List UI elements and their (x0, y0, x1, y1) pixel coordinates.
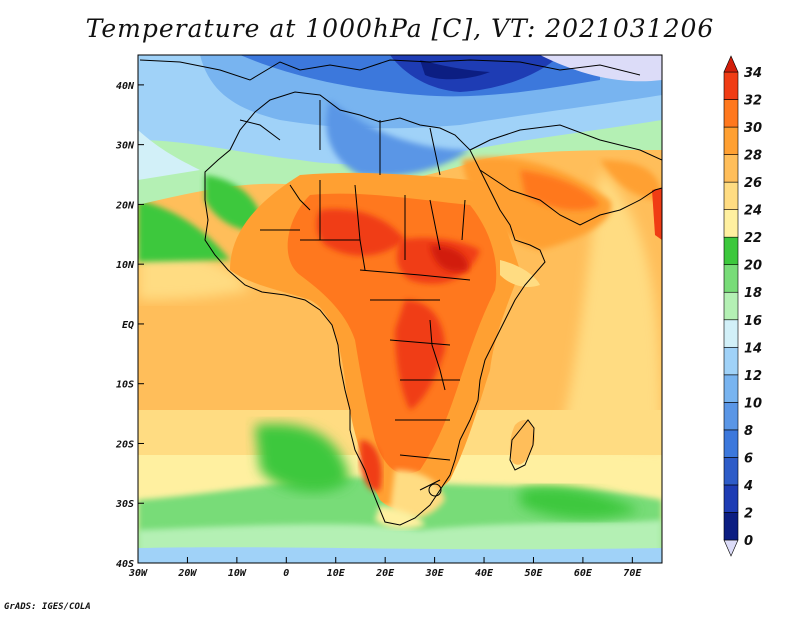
temperature-field (138, 55, 662, 563)
colorbar-label: 10 (744, 396, 762, 411)
y-axis-ticks: 40N 30N 20N 10N EQ 10S 20S 30S 40S (115, 81, 144, 570)
colorbar-label: 30 (744, 121, 762, 136)
colorbar-swatch (723, 181, 739, 210)
y-tick-label: 40N (116, 81, 135, 92)
colorbar-swatch (723, 429, 739, 458)
colorbar-swatch (723, 236, 739, 266)
map-frame (137, 54, 663, 564)
y-tick-label: 10S (116, 380, 134, 391)
x-tick-label: 60E (574, 568, 593, 579)
coastlines (139, 59, 662, 526)
x-tick-label: 30E (425, 568, 445, 579)
colorbar-swatch (723, 346, 739, 376)
colorbar-label: 28 (744, 149, 762, 164)
x-tick-label: 30W (128, 568, 148, 579)
x-tick-label: 20E (375, 568, 395, 579)
y-tick-label: 20N (115, 200, 135, 211)
y-tick-label: EQ (122, 320, 134, 331)
colorbar-swatch (723, 539, 739, 557)
map-title: Temperature at 1000hPa [C], VT: 20210312… (85, 14, 715, 43)
colorbar-swatch (723, 402, 739, 431)
y-tick-label: 30S (115, 499, 134, 510)
colorbar-swatch (723, 154, 739, 183)
colorbar-swatch (723, 291, 739, 321)
x-axis-ticks: 30W 20W 10W 0 10E 20E 30E 40E 50E 60E 70E (128, 557, 642, 579)
colorbar-label: 2 (744, 506, 753, 521)
colorbar-label: 34 (744, 66, 762, 81)
colorbar-label: 16 (744, 314, 762, 329)
y-tick-label: 10N (116, 260, 135, 271)
colorbar-label: 18 (744, 286, 762, 301)
x-tick-label: 50E (524, 568, 543, 579)
colorbar-label: 0 (744, 534, 753, 549)
colorbar-swatch (723, 55, 739, 73)
colorbar-swatch (723, 512, 739, 541)
colorbar-label: 6 (744, 451, 753, 466)
colorbar-label: 12 (744, 369, 762, 384)
colorbar-label: 26 (744, 176, 762, 191)
colorbar-label: 22 (744, 231, 762, 246)
colorbar-label: 32 (744, 94, 762, 109)
grads-credit: GrADS: IGES/COLA (4, 602, 91, 612)
colorbar-swatch (723, 126, 739, 155)
colorbar-swatch (723, 319, 739, 348)
y-tick-label: 40S (116, 559, 134, 570)
colorbar-swatch (723, 99, 739, 128)
x-tick-label: 0 (283, 568, 289, 579)
colorbar-label: 20 (744, 259, 762, 274)
colorbar-label: 8 (744, 424, 753, 439)
colorbar-label: 4 (743, 479, 753, 494)
x-tick-label: 40E (475, 568, 494, 579)
y-tick-label: 20S (115, 439, 134, 450)
x-tick-label: 20W (177, 568, 197, 579)
x-tick-label: 70E (623, 568, 642, 579)
colorbar-label: 14 (744, 341, 762, 356)
colorbar-label: 24 (744, 204, 762, 219)
colorbar-swatch (723, 484, 739, 513)
colorbar-swatch (723, 264, 739, 293)
y-tick-label: 30N (115, 141, 135, 152)
x-tick-label: 10E (327, 568, 346, 579)
colorbar-swatch (723, 457, 739, 486)
colorbar-swatch (723, 71, 739, 100)
colorbar-swatch (723, 209, 739, 238)
x-tick-label: 10W (228, 568, 247, 579)
colorbar-swatch (723, 374, 739, 403)
